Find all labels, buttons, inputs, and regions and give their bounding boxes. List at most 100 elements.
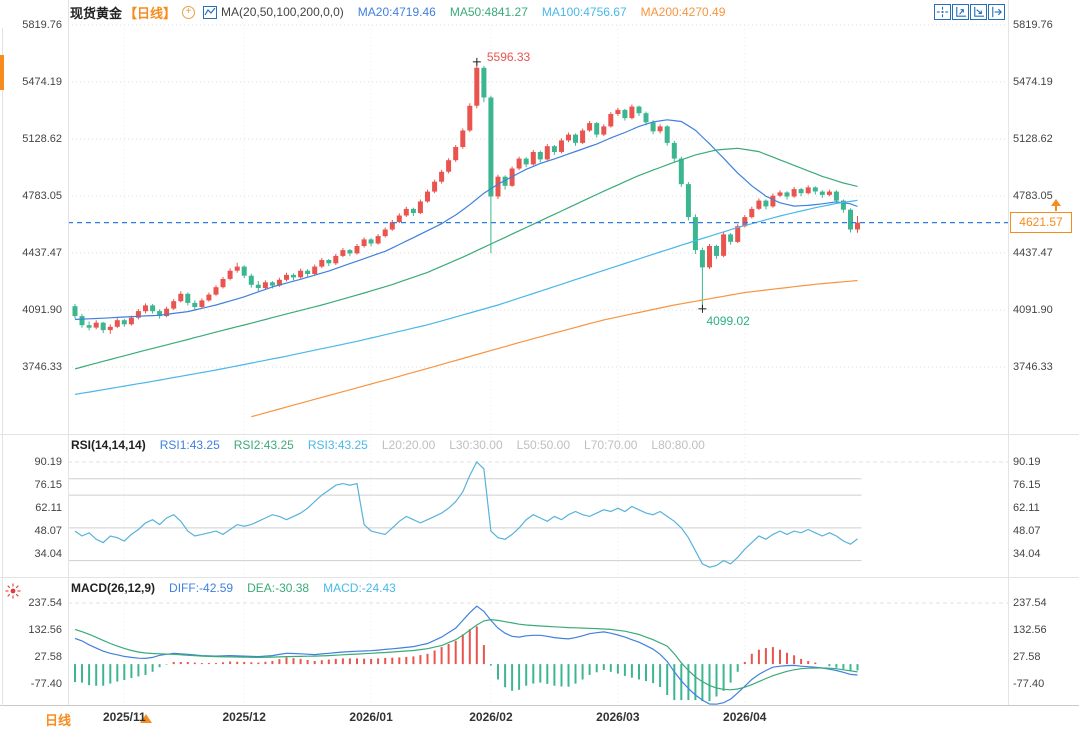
candle[interactable] bbox=[284, 272, 289, 282]
candles-layer[interactable] bbox=[72, 61, 861, 334]
candle[interactable] bbox=[559, 138, 564, 154]
candle[interactable] bbox=[291, 273, 296, 281]
candle[interactable] bbox=[354, 244, 360, 255]
candle[interactable] bbox=[199, 298, 205, 309]
candle[interactable] bbox=[164, 306, 170, 318]
candle[interactable] bbox=[826, 189, 832, 197]
candle[interactable] bbox=[298, 268, 304, 279]
candle[interactable] bbox=[403, 206, 409, 217]
candle[interactable] bbox=[128, 315, 134, 326]
candle[interactable] bbox=[312, 264, 318, 276]
candle[interactable] bbox=[410, 207, 416, 216]
candle[interactable] bbox=[305, 269, 311, 277]
candle[interactable] bbox=[121, 318, 127, 327]
candle[interactable] bbox=[763, 199, 769, 210]
candle[interactable] bbox=[580, 128, 586, 145]
candle[interactable] bbox=[566, 132, 571, 143]
candle[interactable] bbox=[728, 233, 734, 245]
candle[interactable] bbox=[678, 156, 684, 187]
candle[interactable] bbox=[107, 324, 113, 334]
candle[interactable] bbox=[178, 291, 184, 303]
period-selector[interactable]: 日线 bbox=[45, 713, 72, 728]
candle[interactable] bbox=[453, 145, 459, 162]
candle[interactable] bbox=[615, 107, 621, 116]
crosshair-pan-icon[interactable] bbox=[934, 4, 951, 20]
candle[interactable] bbox=[86, 321, 92, 331]
candle[interactable] bbox=[79, 313, 85, 328]
candle[interactable] bbox=[855, 216, 860, 233]
candle[interactable] bbox=[220, 277, 226, 289]
candle[interactable] bbox=[791, 186, 797, 198]
candle[interactable] bbox=[544, 144, 550, 161]
left-scrollbar-track[interactable] bbox=[2, 28, 3, 730]
candle[interactable] bbox=[749, 206, 755, 219]
candle[interactable] bbox=[192, 300, 198, 310]
candle[interactable] bbox=[417, 199, 423, 215]
candle[interactable] bbox=[460, 128, 466, 149]
candle[interactable] bbox=[707, 244, 712, 270]
candle[interactable] bbox=[495, 174, 501, 199]
candle[interactable] bbox=[805, 185, 811, 195]
candle[interactable] bbox=[770, 193, 776, 208]
candle[interactable] bbox=[692, 214, 698, 254]
candle[interactable] bbox=[516, 156, 522, 171]
compare-add-icon[interactable] bbox=[182, 5, 196, 19]
candle[interactable] bbox=[347, 249, 353, 257]
candle[interactable] bbox=[608, 112, 614, 128]
candle[interactable] bbox=[474, 61, 480, 109]
pan-right-icon[interactable] bbox=[988, 4, 1005, 20]
zoom-y-axis-icon[interactable] bbox=[952, 4, 969, 20]
candle[interactable] bbox=[157, 309, 163, 319]
candle[interactable] bbox=[573, 133, 578, 146]
candle[interactable] bbox=[650, 120, 656, 135]
candle[interactable] bbox=[171, 299, 177, 310]
candle[interactable] bbox=[812, 186, 818, 195]
candle[interactable] bbox=[502, 175, 508, 190]
candle[interactable] bbox=[389, 219, 395, 231]
candle[interactable] bbox=[241, 265, 247, 279]
candle[interactable] bbox=[368, 238, 374, 247]
triangle-up-icon[interactable] bbox=[140, 714, 152, 723]
candle[interactable] bbox=[714, 244, 719, 259]
candle[interactable] bbox=[93, 320, 99, 330]
left-scrollbar-thumb[interactable] bbox=[0, 55, 4, 90]
candle[interactable] bbox=[432, 179, 438, 194]
candle[interactable] bbox=[699, 247, 705, 309]
candle[interactable] bbox=[685, 182, 691, 221]
candle[interactable] bbox=[636, 105, 642, 117]
candle[interactable] bbox=[523, 157, 529, 168]
candle[interactable] bbox=[143, 303, 148, 314]
candle[interactable] bbox=[587, 121, 593, 132]
candle[interactable] bbox=[784, 191, 790, 200]
candle[interactable] bbox=[72, 304, 78, 319]
candle[interactable] bbox=[481, 65, 487, 103]
candle[interactable] bbox=[227, 268, 233, 281]
candle[interactable] bbox=[848, 208, 853, 233]
candle[interactable] bbox=[467, 103, 473, 133]
candle[interactable] bbox=[594, 121, 600, 138]
candle[interactable] bbox=[671, 140, 677, 162]
candle[interactable] bbox=[114, 318, 120, 329]
candle[interactable] bbox=[446, 158, 452, 174]
indicator-settings-icon[interactable] bbox=[4, 582, 22, 600]
candle[interactable] bbox=[798, 187, 804, 197]
candle[interactable] bbox=[375, 234, 381, 245]
candle[interactable] bbox=[425, 189, 430, 203]
indicator-toggle-icon[interactable] bbox=[203, 5, 218, 19]
candle[interactable] bbox=[537, 150, 543, 163]
candle[interactable] bbox=[396, 213, 402, 224]
candle[interactable] bbox=[333, 253, 339, 265]
candle[interactable] bbox=[361, 237, 367, 248]
candle[interactable] bbox=[206, 292, 212, 302]
candle[interactable] bbox=[643, 111, 649, 126]
candle[interactable] bbox=[255, 281, 261, 292]
candle[interactable] bbox=[488, 95, 494, 254]
candle[interactable] bbox=[819, 190, 825, 198]
candle[interactable] bbox=[629, 104, 635, 120]
candle[interactable] bbox=[340, 248, 346, 258]
candle[interactable] bbox=[439, 169, 445, 184]
candle[interactable] bbox=[777, 190, 783, 198]
candle[interactable] bbox=[326, 258, 332, 267]
candle[interactable] bbox=[234, 262, 240, 273]
candle[interactable] bbox=[185, 292, 191, 306]
